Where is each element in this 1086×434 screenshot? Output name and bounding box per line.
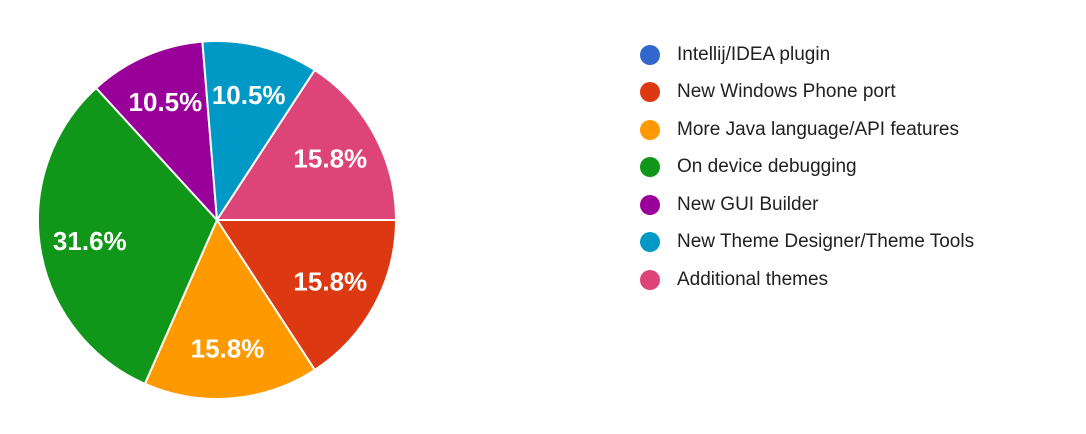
pie-slice-1[interactable]: [216, 219, 397, 371]
legend-label: New Theme Designer/Theme Tools: [677, 231, 975, 253]
legend-item-2: More Java language/API features: [640, 111, 974, 149]
legend-color-dot: [640, 232, 660, 253]
pie-slice-5[interactable]: [201, 40, 316, 221]
legend-item-0: Intellij/IDEA plugin: [640, 36, 974, 74]
legend-item-1: New Windows Phone port: [640, 74, 974, 112]
legend-label: Additional themes: [677, 268, 829, 290]
legend-label: On device debugging: [677, 156, 857, 178]
legend-color-dot: [640, 82, 660, 103]
pie-slice-3[interactable]: [37, 86, 218, 385]
pie-slice-4[interactable]: [95, 40, 218, 221]
legend-color-dot: [640, 119, 660, 140]
legend-item-5: New Theme Designer/Theme Tools: [640, 224, 974, 262]
legend-item-6: Additional themes: [640, 261, 974, 299]
legend-label: More Java language/API features: [677, 118, 960, 140]
legend-item-3: On device debugging: [640, 149, 974, 187]
legend-item-4: New GUI Builder: [640, 186, 974, 224]
legend-label: Intellij/IDEA plugin: [677, 43, 831, 65]
legend-color-dot: [640, 194, 660, 215]
pie-slice-2[interactable]: [143, 219, 316, 400]
legend-color-dot: [640, 157, 660, 178]
legend-color-dot: [640, 269, 660, 290]
pie-slice-6[interactable]: [216, 69, 397, 221]
pie-chart: 15.8%15.8%31.6%10.5% 10.5%15.8%: [37, 40, 397, 400]
legend-label: New Windows Phone port: [677, 81, 896, 103]
legend-label: New GUI Builder: [677, 193, 819, 215]
chart-legend: Intellij/IDEA plugin New Windows Phone po…: [640, 36, 974, 299]
legend-color-dot: [640, 44, 660, 65]
